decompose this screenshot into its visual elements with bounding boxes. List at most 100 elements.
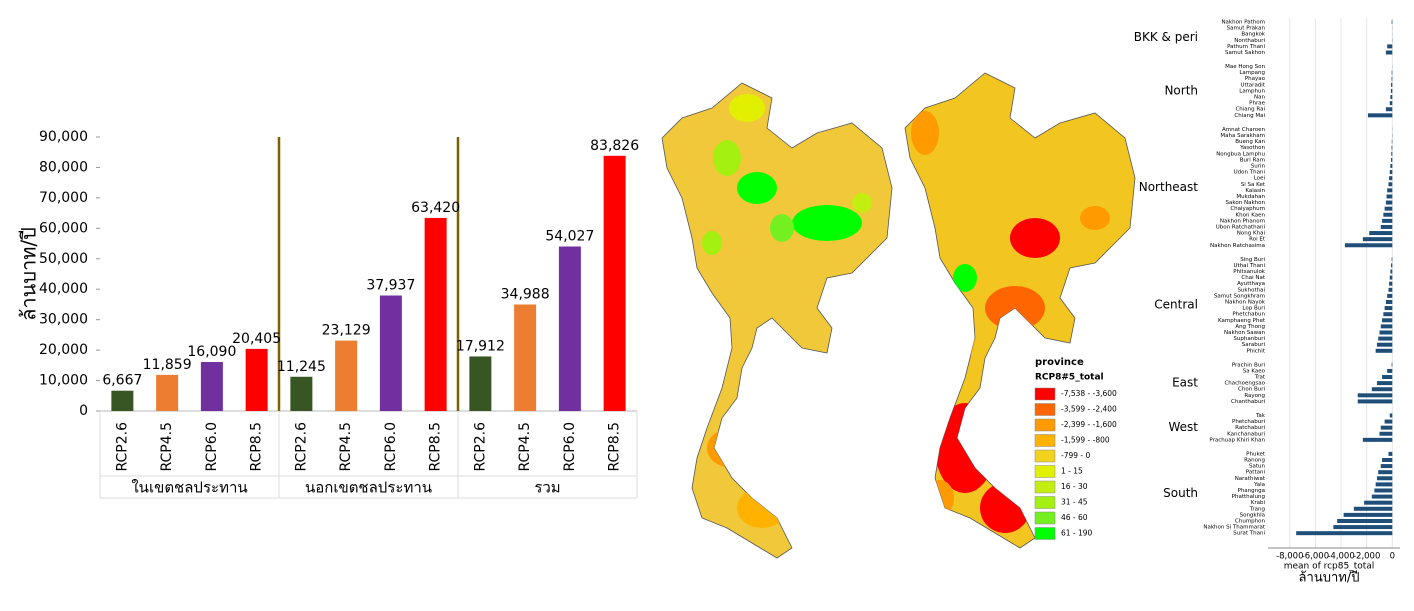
category-label: Nakhon Si Thammarat <box>1203 525 1265 531</box>
bar <box>1372 495 1393 499</box>
category-label: Nakhon Nayok <box>1225 299 1266 305</box>
x-tick-label: RCP4.5 <box>338 422 354 472</box>
category-label: Loei <box>1254 176 1266 182</box>
bar <box>290 377 312 411</box>
bar <box>1391 263 1392 267</box>
legend-swatch <box>1035 388 1055 400</box>
y-tick-label: 80,000 <box>39 159 88 175</box>
category-label: Rayong <box>1244 393 1265 399</box>
category-label: Krabi <box>1251 500 1266 506</box>
bar <box>1354 507 1392 511</box>
map-left <box>662 83 892 558</box>
x-tick-label: -8,000 <box>1276 552 1303 562</box>
legend-label: -7,538 - -3,600 <box>1061 389 1117 398</box>
category-label: Lamphun <box>1239 88 1265 94</box>
x-tick-label: -4,000 <box>1327 552 1354 562</box>
bar <box>1388 452 1392 456</box>
bar <box>1386 51 1392 55</box>
category-label: Pattani <box>1246 470 1266 476</box>
category-label: Phetchabun <box>1232 312 1265 318</box>
bar <box>1379 330 1392 334</box>
bar <box>1296 531 1392 535</box>
bar <box>1390 276 1393 280</box>
category-label: Ang Thong <box>1235 324 1265 330</box>
category-label: Nakhon Ratchasima <box>1210 243 1265 249</box>
bar <box>1385 420 1393 424</box>
category-label: Phuket <box>1246 451 1266 457</box>
category-label: Nakhon Sawan <box>1224 330 1265 336</box>
region-label: North <box>1164 83 1198 97</box>
bar <box>1378 337 1392 341</box>
category-label: Bangkok <box>1241 32 1265 38</box>
category-label: Nongbua Lamphu <box>1216 151 1265 157</box>
value-label: 23,129 <box>322 323 371 339</box>
bar <box>335 341 357 411</box>
value-label: 11,859 <box>143 357 192 373</box>
bar <box>1364 501 1392 505</box>
category-label: Chon Buri <box>1238 387 1265 393</box>
legend-label: -799 - 0 <box>1061 451 1090 460</box>
category-label: Si Sa Ket <box>1241 182 1266 188</box>
x-tick-label: RCP8.5 <box>607 422 623 472</box>
x-tick-label: 0 <box>1390 552 1395 562</box>
legend-swatch <box>1035 497 1055 509</box>
category-label: Surin <box>1251 163 1266 169</box>
category-label: Pathum Thani <box>1227 44 1265 50</box>
category-label: Prachin Buri <box>1232 362 1266 368</box>
category-label: Kamphaeng Phet <box>1218 318 1266 324</box>
bar <box>1379 432 1392 436</box>
value-label: 20,405 <box>232 331 281 347</box>
x-tick-label: RCP6.0 <box>204 422 220 472</box>
bar <box>1381 426 1393 430</box>
category-label: Chachoengsao <box>1224 381 1265 387</box>
category-label: Lop Buri <box>1242 306 1265 312</box>
region-label: West <box>1168 420 1198 434</box>
value-label: 37,937 <box>366 278 415 294</box>
bar <box>1388 288 1392 292</box>
legend-swatch <box>1035 466 1055 478</box>
legend-label: -3,599 - -2,400 <box>1061 405 1117 414</box>
category-label: Maha Sarakham <box>1220 133 1265 139</box>
bar <box>111 391 133 411</box>
value-label: 11,245 <box>277 359 326 375</box>
category-label: Sukhothai <box>1237 287 1265 293</box>
category-label: Kalasin <box>1245 188 1265 194</box>
x-tick-label: RCP2.6 <box>114 422 130 472</box>
bar <box>246 349 268 411</box>
unit-label: ล้านบาท/ปี <box>1299 570 1360 586</box>
value-label: 17,912 <box>456 338 505 354</box>
bar <box>1390 269 1392 273</box>
bar <box>1382 219 1392 223</box>
bar <box>1391 158 1392 162</box>
legend-label: 31 - 45 <box>1061 498 1088 507</box>
bar <box>559 247 581 411</box>
category-label: Uttaradit <box>1240 82 1265 88</box>
bar <box>1390 170 1393 174</box>
category-label: Yala <box>1253 482 1265 488</box>
x-tick-label: -2,000 <box>1353 552 1380 562</box>
bar <box>1377 381 1392 385</box>
group-label: ในเขตชลประทาน <box>131 479 247 497</box>
bar <box>1378 470 1392 474</box>
legend-swatch <box>1035 404 1055 416</box>
bar <box>1374 488 1392 492</box>
bar <box>1390 95 1392 99</box>
bar <box>1333 525 1392 529</box>
bar <box>1391 89 1392 93</box>
category-label: Ratchaburi <box>1235 425 1265 431</box>
category-label: Amnat Charoen <box>1222 127 1265 133</box>
category-label: Buri Ram <box>1240 157 1265 163</box>
bar <box>1391 152 1392 156</box>
legend-title: province <box>1035 357 1084 368</box>
legend-swatch <box>1035 450 1055 462</box>
category-label: Nakhon Pathom <box>1221 20 1265 26</box>
category-label: Narathiwat <box>1235 476 1266 482</box>
category-label: Saraburi <box>1242 342 1266 348</box>
bar <box>1376 482 1393 486</box>
x-tick-label: RCP8.5 <box>249 422 265 472</box>
y-tick-label: 0 <box>79 403 88 419</box>
category-label: Chanthaburi <box>1231 399 1265 405</box>
category-label: Tak <box>1255 413 1266 419</box>
bar <box>1388 182 1392 186</box>
category-label: Chai Nat <box>1241 275 1265 281</box>
